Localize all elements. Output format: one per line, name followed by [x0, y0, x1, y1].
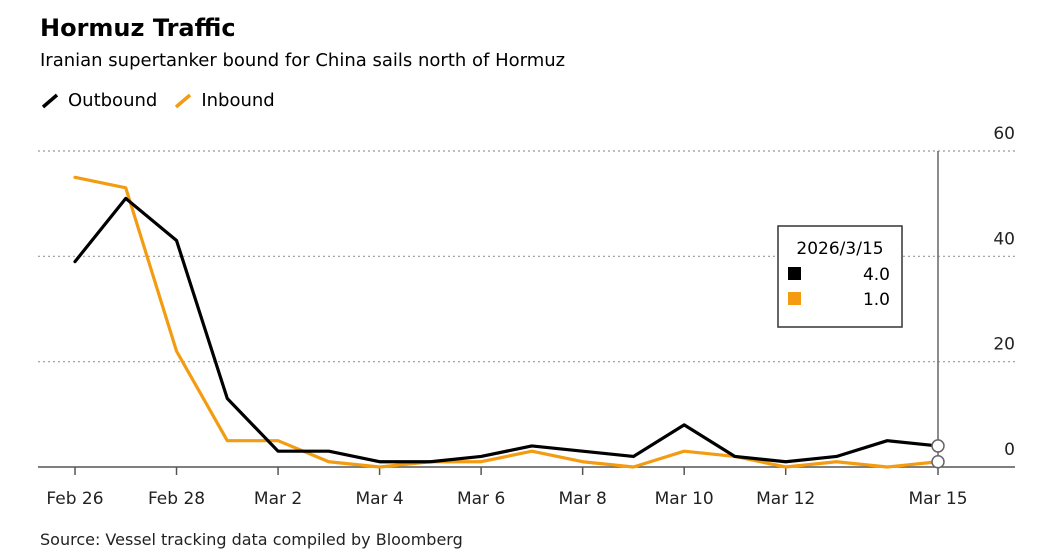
chart-subtitle: Iranian supertanker bound for China sail… — [40, 50, 566, 71]
y-tick-label-40: 40 — [993, 229, 1015, 249]
x-tick-label-2026-03-10: Mar 10 — [655, 489, 714, 509]
chart-title: Hormuz Traffic — [40, 14, 236, 42]
x-tick-label-2026-03-04: Mar 4 — [355, 489, 403, 509]
legend-label-outbound: Outbound — [68, 90, 158, 111]
legend-item-inbound[interactable]: Inbound — [173, 90, 275, 111]
y-tick-label-60: 60 — [993, 124, 1015, 144]
hover-marker-outbound — [931, 439, 945, 453]
legend-label-inbound: Inbound — [201, 90, 275, 111]
x-tick-label-2026-03-06: Mar 6 — [457, 489, 505, 509]
x-tick-label-2026-03-02: Mar 2 — [254, 489, 302, 509]
y-axis: 0 20 40 60 — [993, 124, 1015, 460]
tooltip: 2026/3/15 4.0 1.0 — [777, 225, 903, 328]
tooltip-swatch-outbound — [788, 267, 801, 280]
source-note: Source: Vessel tracking data compiled by… — [40, 530, 463, 549]
tooltip-value-outbound: 4.0 — [863, 265, 890, 285]
x-tick-label-2026-03-15: Mar 15 — [908, 489, 967, 509]
x-axis: Feb 26 Feb 28 Mar 2 Mar 4 Mar 6 Mar 8 Mar 10 Ma… — [38, 466, 1015, 509]
hover-marker-inbound — [931, 454, 945, 469]
legend: Outbound Inbound — [40, 90, 275, 111]
tooltip-value-inbound: 1.0 — [863, 290, 890, 310]
x-tick-label-2026-03-08: Mar 8 — [558, 489, 606, 509]
series-line-outbound — [73, 196, 940, 464]
x-tick-label-2026-03-12: Mar 12 — [756, 489, 815, 509]
tooltip-date: 2026/3/15 — [796, 239, 883, 259]
tooltip-swatch-inbound — [788, 292, 801, 305]
legend-swatch-inbound — [175, 93, 192, 108]
hover-markers — [931, 439, 945, 469]
series-lines — [73, 175, 940, 469]
series-line-inbound — [73, 175, 940, 469]
legend-swatch-outbound — [41, 93, 59, 108]
x-tick-label-2026-02-28: Feb 28 — [148, 489, 205, 509]
y-tick-label-20: 20 — [993, 335, 1015, 355]
x-tick-label-2026-02-26: Feb 26 — [46, 489, 103, 509]
y-tick-label-0: 0 — [1004, 440, 1015, 460]
legend-item-outbound[interactable]: Outbound — [40, 90, 157, 111]
